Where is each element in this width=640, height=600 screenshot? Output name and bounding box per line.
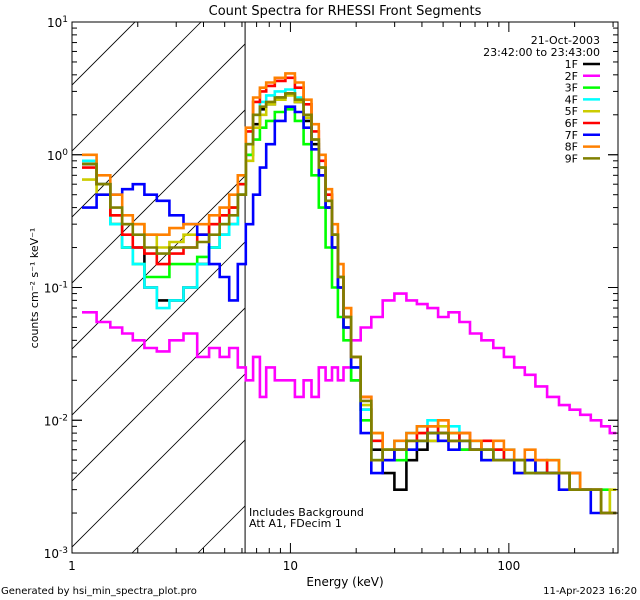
- generated-by: Generated by hsi_min_spectra_plot.pro: [1, 586, 197, 597]
- legend-label: 7F: [565, 129, 578, 142]
- hatch-line: [72, 43, 246, 218]
- y-tick-label: 10-1: [44, 281, 68, 296]
- hatch-line: [0, 0, 138, 553]
- y-axis-label: counts cm⁻² s⁻¹ keV⁻¹: [28, 228, 41, 349]
- series-2F: [82, 292, 617, 435]
- y-tick-label: 100: [47, 148, 68, 163]
- annotation-attenuator: Att A1, FDecim 1: [249, 517, 342, 530]
- legend-label: 3F: [565, 82, 578, 95]
- y-tick-label: 101: [47, 15, 68, 30]
- legend-label: 5F: [565, 105, 578, 118]
- hatch-line: [72, 22, 136, 86]
- legend-label: 2F: [565, 70, 578, 83]
- y-tick-label: 10-2: [44, 413, 68, 428]
- legend-label: 9F: [565, 152, 578, 165]
- series-8F: [82, 72, 617, 515]
- legend-label: 8F: [565, 141, 578, 154]
- hatch-line: [72, 22, 202, 152]
- hatch-line: [72, 109, 246, 284]
- time-range-label: 23:42:00 to 23:43:00: [483, 46, 600, 59]
- legend-label: 6F: [565, 117, 578, 130]
- date-label: 21-Oct-2003: [531, 34, 600, 47]
- annotation-background: Includes Background: [249, 506, 364, 519]
- x-axis-label: Energy (keV): [306, 575, 383, 589]
- chart-title: Count Spectra for RHESSI Front Segments: [209, 4, 482, 19]
- x-tick-label: 10: [283, 559, 298, 573]
- hatch-line: [72, 307, 246, 482]
- legend-label: 4F: [565, 93, 578, 106]
- x-tick-label: 100: [497, 559, 520, 573]
- hatch-line: [72, 373, 246, 548]
- legend-label: 1F: [565, 58, 578, 71]
- y-tick-label: 10-3: [44, 546, 68, 561]
- hatch-line: [264, 0, 640, 553]
- hatch-line: [72, 241, 246, 416]
- series-9F: [82, 92, 617, 515]
- hatched-region: [0, 0, 640, 553]
- hatch-line: [330, 0, 640, 553]
- hatch-line: [131, 439, 246, 553]
- series-6F: [82, 76, 617, 515]
- x-tick-label: 1: [68, 559, 76, 573]
- timestamp: 11-Apr-2023 16:20: [543, 586, 637, 597]
- hatch-line: [72, 175, 246, 350]
